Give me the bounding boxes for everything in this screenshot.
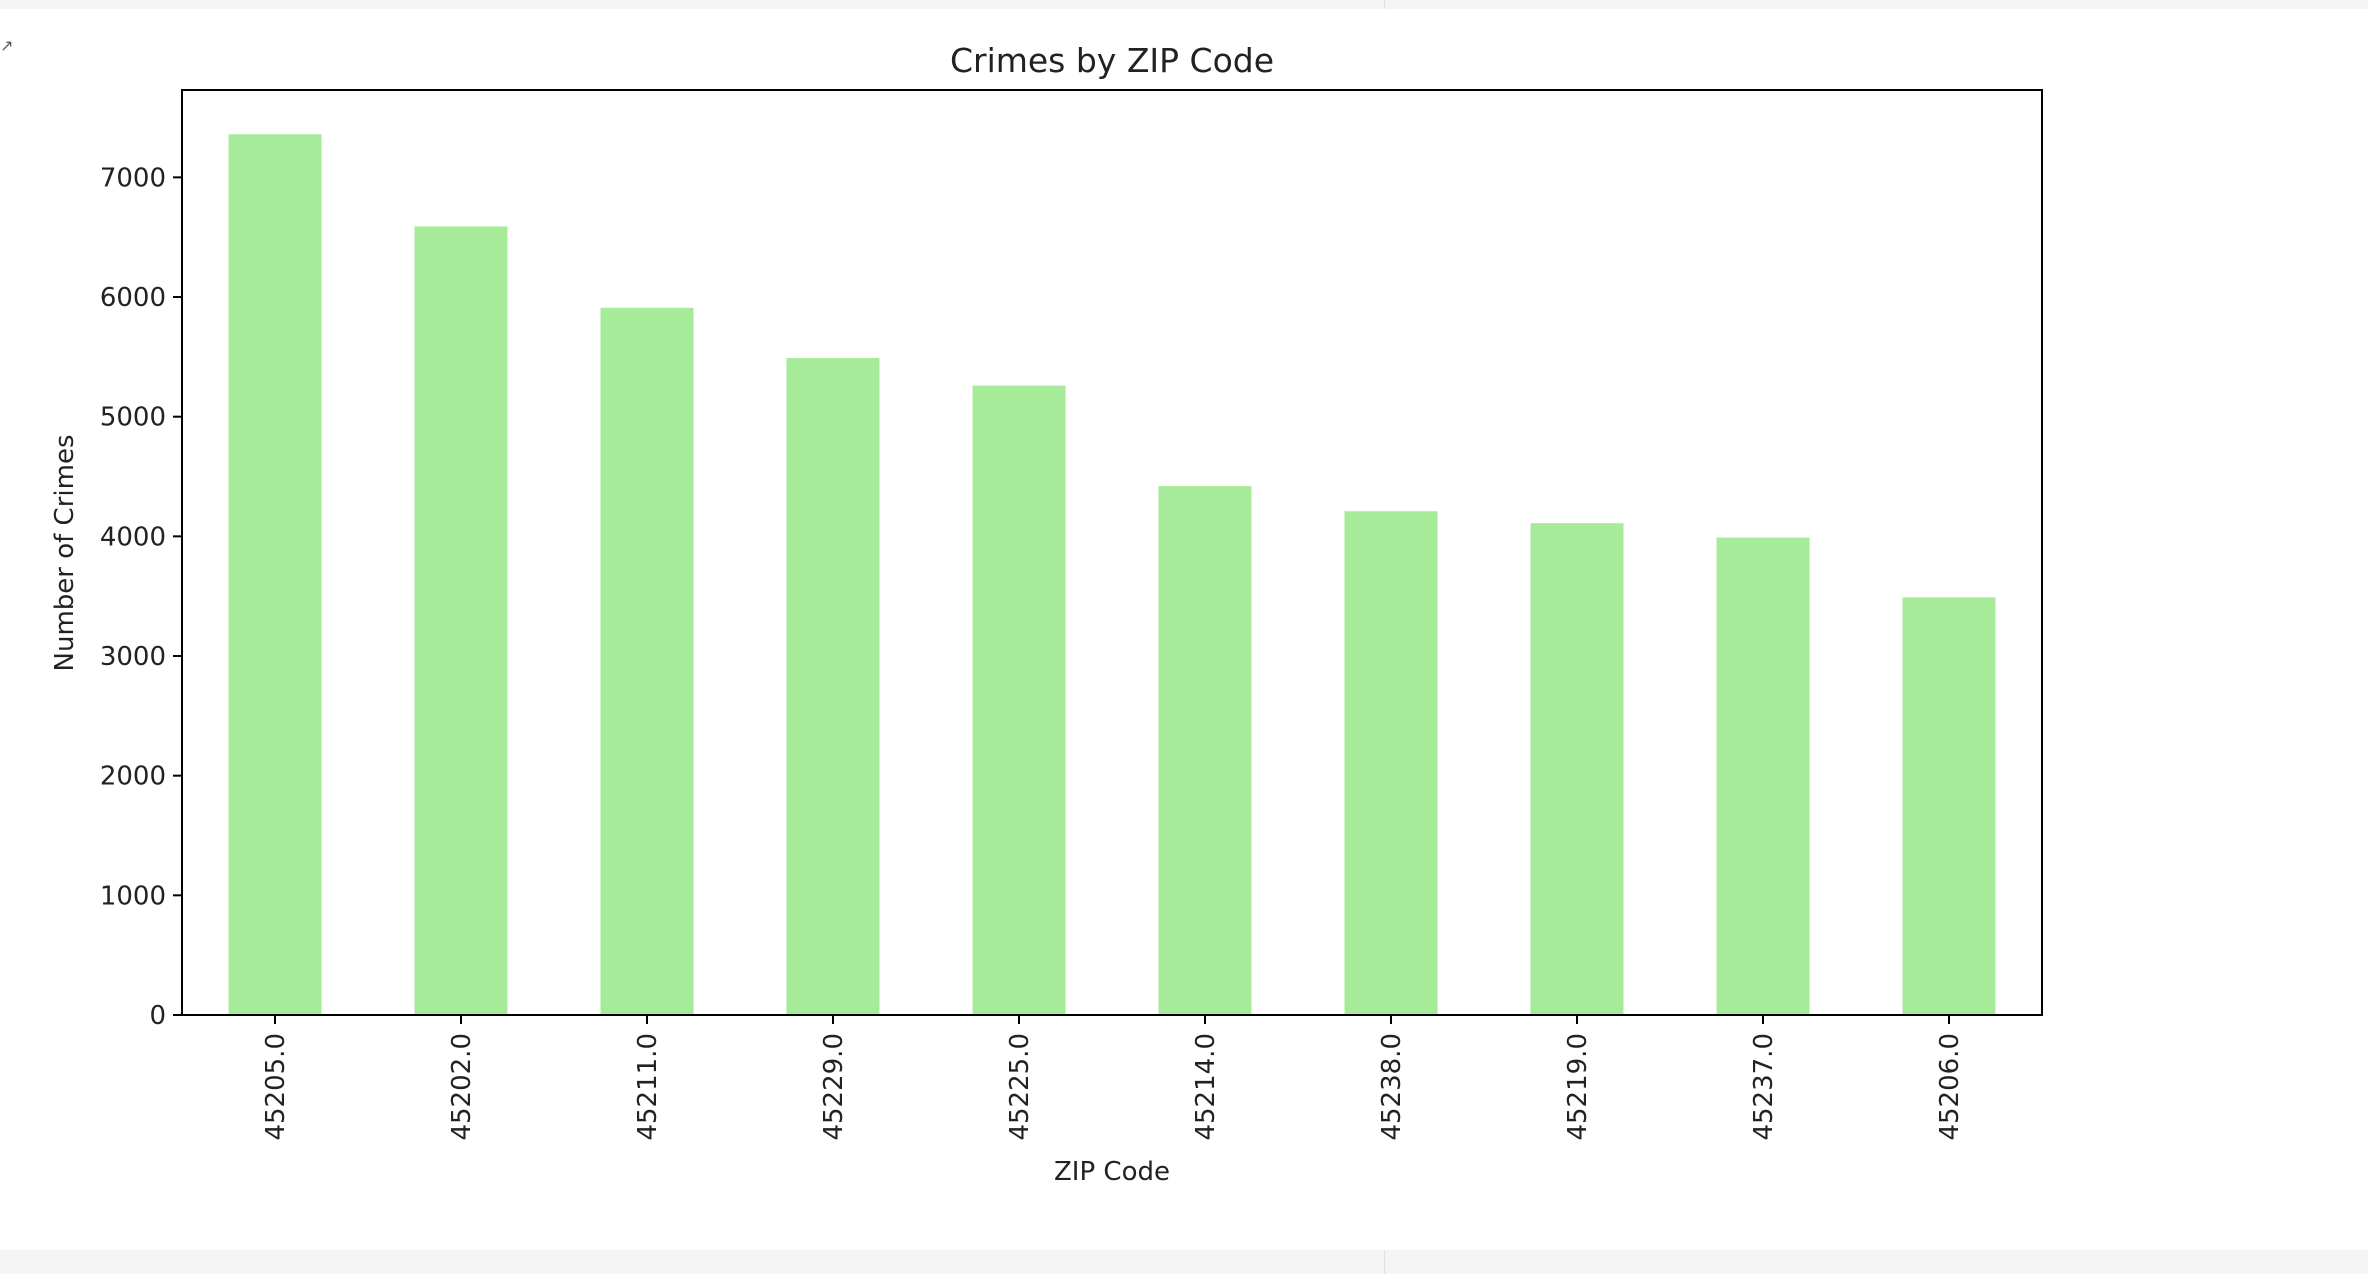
x-tick-label: 45238.0: [1377, 1033, 1407, 1141]
top-cell-separator: [0, 0, 2368, 9]
y-tick-label: 3000: [100, 642, 166, 672]
x-tick-label: 45211.0: [633, 1033, 663, 1141]
bar-45202.0: [414, 226, 508, 1015]
x-tick-label: 45219.0: [1563, 1033, 1593, 1141]
bottom-cell-separator: [0, 1250, 2368, 1274]
x-tick-label: 45237.0: [1749, 1033, 1779, 1141]
y-axis-label: Number of Crimes: [50, 435, 80, 672]
y-tick-label: 6000: [100, 283, 166, 313]
chart-title: Crimes by ZIP Code: [950, 41, 1274, 80]
bar-45238.0: [1344, 511, 1438, 1015]
bar-45225.0: [972, 385, 1066, 1015]
bar-45206.0: [1902, 597, 1996, 1015]
y-tick-label: 5000: [100, 403, 166, 433]
bar-45229.0: [786, 358, 880, 1015]
bar-45237.0: [1716, 537, 1810, 1015]
y-tick-label: 0: [149, 1001, 166, 1031]
x-tick-label: 45206.0: [1935, 1033, 1965, 1141]
x-tick-label: 45205.0: [261, 1033, 291, 1141]
x-axis-label: ZIP Code: [1054, 1157, 1170, 1187]
y-tick-label: 4000: [100, 522, 166, 552]
column-divider-bottom: [1384, 1250, 1385, 1274]
x-axis: 45205.0 45202.0 45211.0 45229.0 45225.0 45214…: [261, 1015, 1965, 1141]
x-tick-label: 45229.0: [819, 1033, 849, 1141]
plot-frame: [181, 89, 2043, 1016]
bar-45205.0: [228, 134, 322, 1016]
column-divider-top: [1384, 0, 1385, 9]
x-tick-label: 45225.0: [1005, 1033, 1035, 1141]
y-tick-label: 1000: [100, 881, 166, 911]
collapse-arrow-icon[interactable]: ↗: [0, 36, 14, 55]
y-tick-label: 2000: [100, 762, 166, 792]
x-tick-label: 45202.0: [447, 1033, 477, 1141]
bars-group: [228, 134, 1996, 1016]
bar-45211.0: [600, 307, 694, 1015]
bar-45219.0: [1530, 523, 1624, 1015]
x-tick-label: 45214.0: [1191, 1033, 1221, 1141]
y-tick-label: 7000: [100, 163, 166, 193]
bar-45214.0: [1158, 486, 1252, 1015]
y-axis: 0 1000 2000 3000 4000 5000 6000 7000: [100, 163, 182, 1031]
